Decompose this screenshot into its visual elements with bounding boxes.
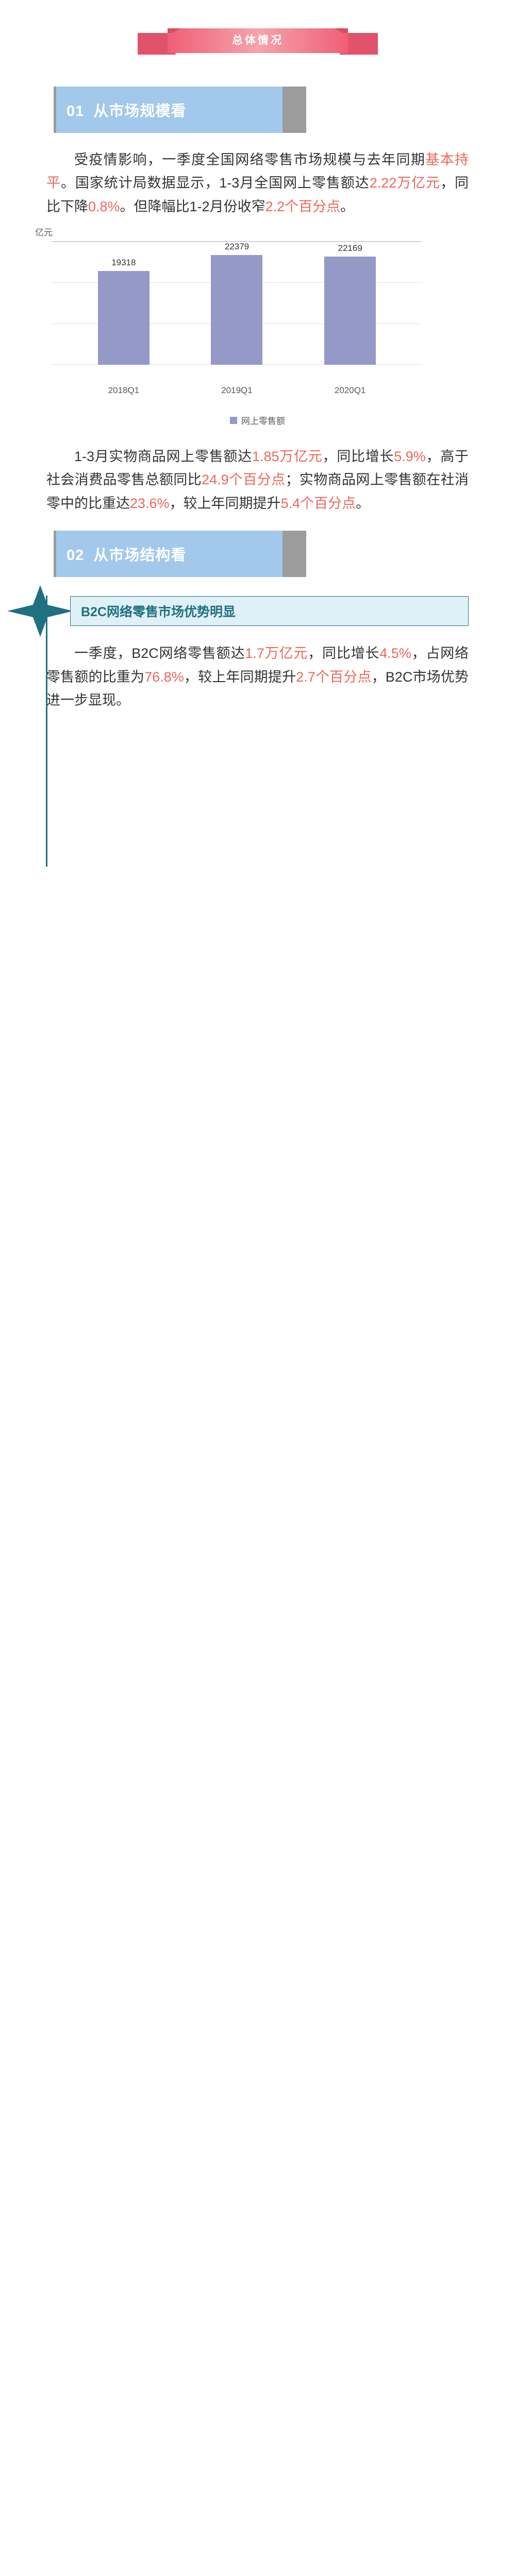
svg-text:总体情况: 总体情况	[232, 34, 284, 46]
